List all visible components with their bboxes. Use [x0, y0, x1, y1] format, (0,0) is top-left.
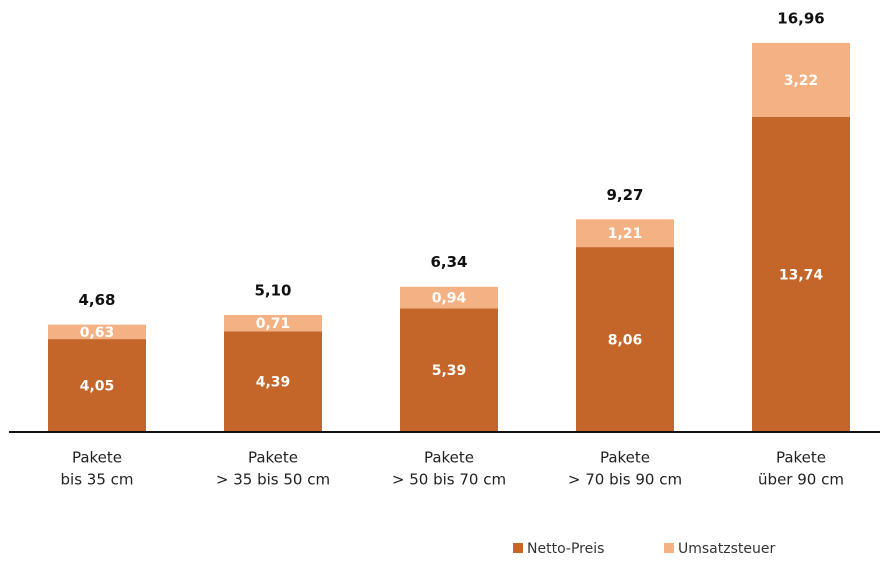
total-label: 9,27 [606, 186, 643, 204]
x-tick-label: Pakete [600, 449, 650, 467]
total-label: 16,96 [777, 9, 824, 27]
bar-segment [48, 339, 146, 432]
total-label: 6,34 [430, 253, 467, 271]
total-label: 4,68 [78, 291, 115, 309]
x-tick-label: über 90 cm [758, 471, 844, 489]
legend-label: Netto-Preis [527, 541, 604, 557]
legend-label: Umsatzsteuer [678, 541, 775, 557]
x-tick-label: > 50 bis 70 cm [392, 471, 506, 489]
value-label: 13,74 [779, 267, 824, 283]
bar-segment [400, 286, 498, 309]
value-label: 5,39 [432, 363, 467, 379]
x-tick-label: bis 35 cm [61, 471, 134, 489]
value-label: 3,22 [784, 73, 819, 89]
legend-swatch [513, 543, 523, 553]
value-label: 0,94 [432, 291, 467, 307]
x-tick-label: > 35 bis 50 cm [216, 471, 330, 489]
x-tick-label: > 70 bis 90 cm [568, 471, 682, 489]
value-label: 4,39 [256, 375, 291, 391]
bar-segment [48, 324, 146, 340]
value-label: 0,71 [256, 316, 291, 332]
x-tick-label: Pakete [248, 449, 298, 467]
bar-segment [576, 247, 674, 432]
x-tick-label: Pakete [776, 449, 826, 467]
total-label: 5,10 [254, 282, 291, 300]
bar-segment [224, 331, 322, 432]
bar-segment [752, 42, 850, 117]
value-label: 8,06 [608, 333, 643, 349]
bar-segment [752, 116, 850, 432]
bar-segment [400, 308, 498, 432]
value-label: 0,63 [80, 325, 115, 341]
x-tick-label: Pakete [424, 449, 474, 467]
bar-segment [576, 219, 674, 248]
legend-swatch [664, 543, 674, 553]
value-label: 4,05 [80, 379, 115, 395]
x-tick-label: Pakete [72, 449, 122, 467]
value-label: 1,21 [608, 226, 643, 242]
bar-segment [224, 315, 322, 332]
